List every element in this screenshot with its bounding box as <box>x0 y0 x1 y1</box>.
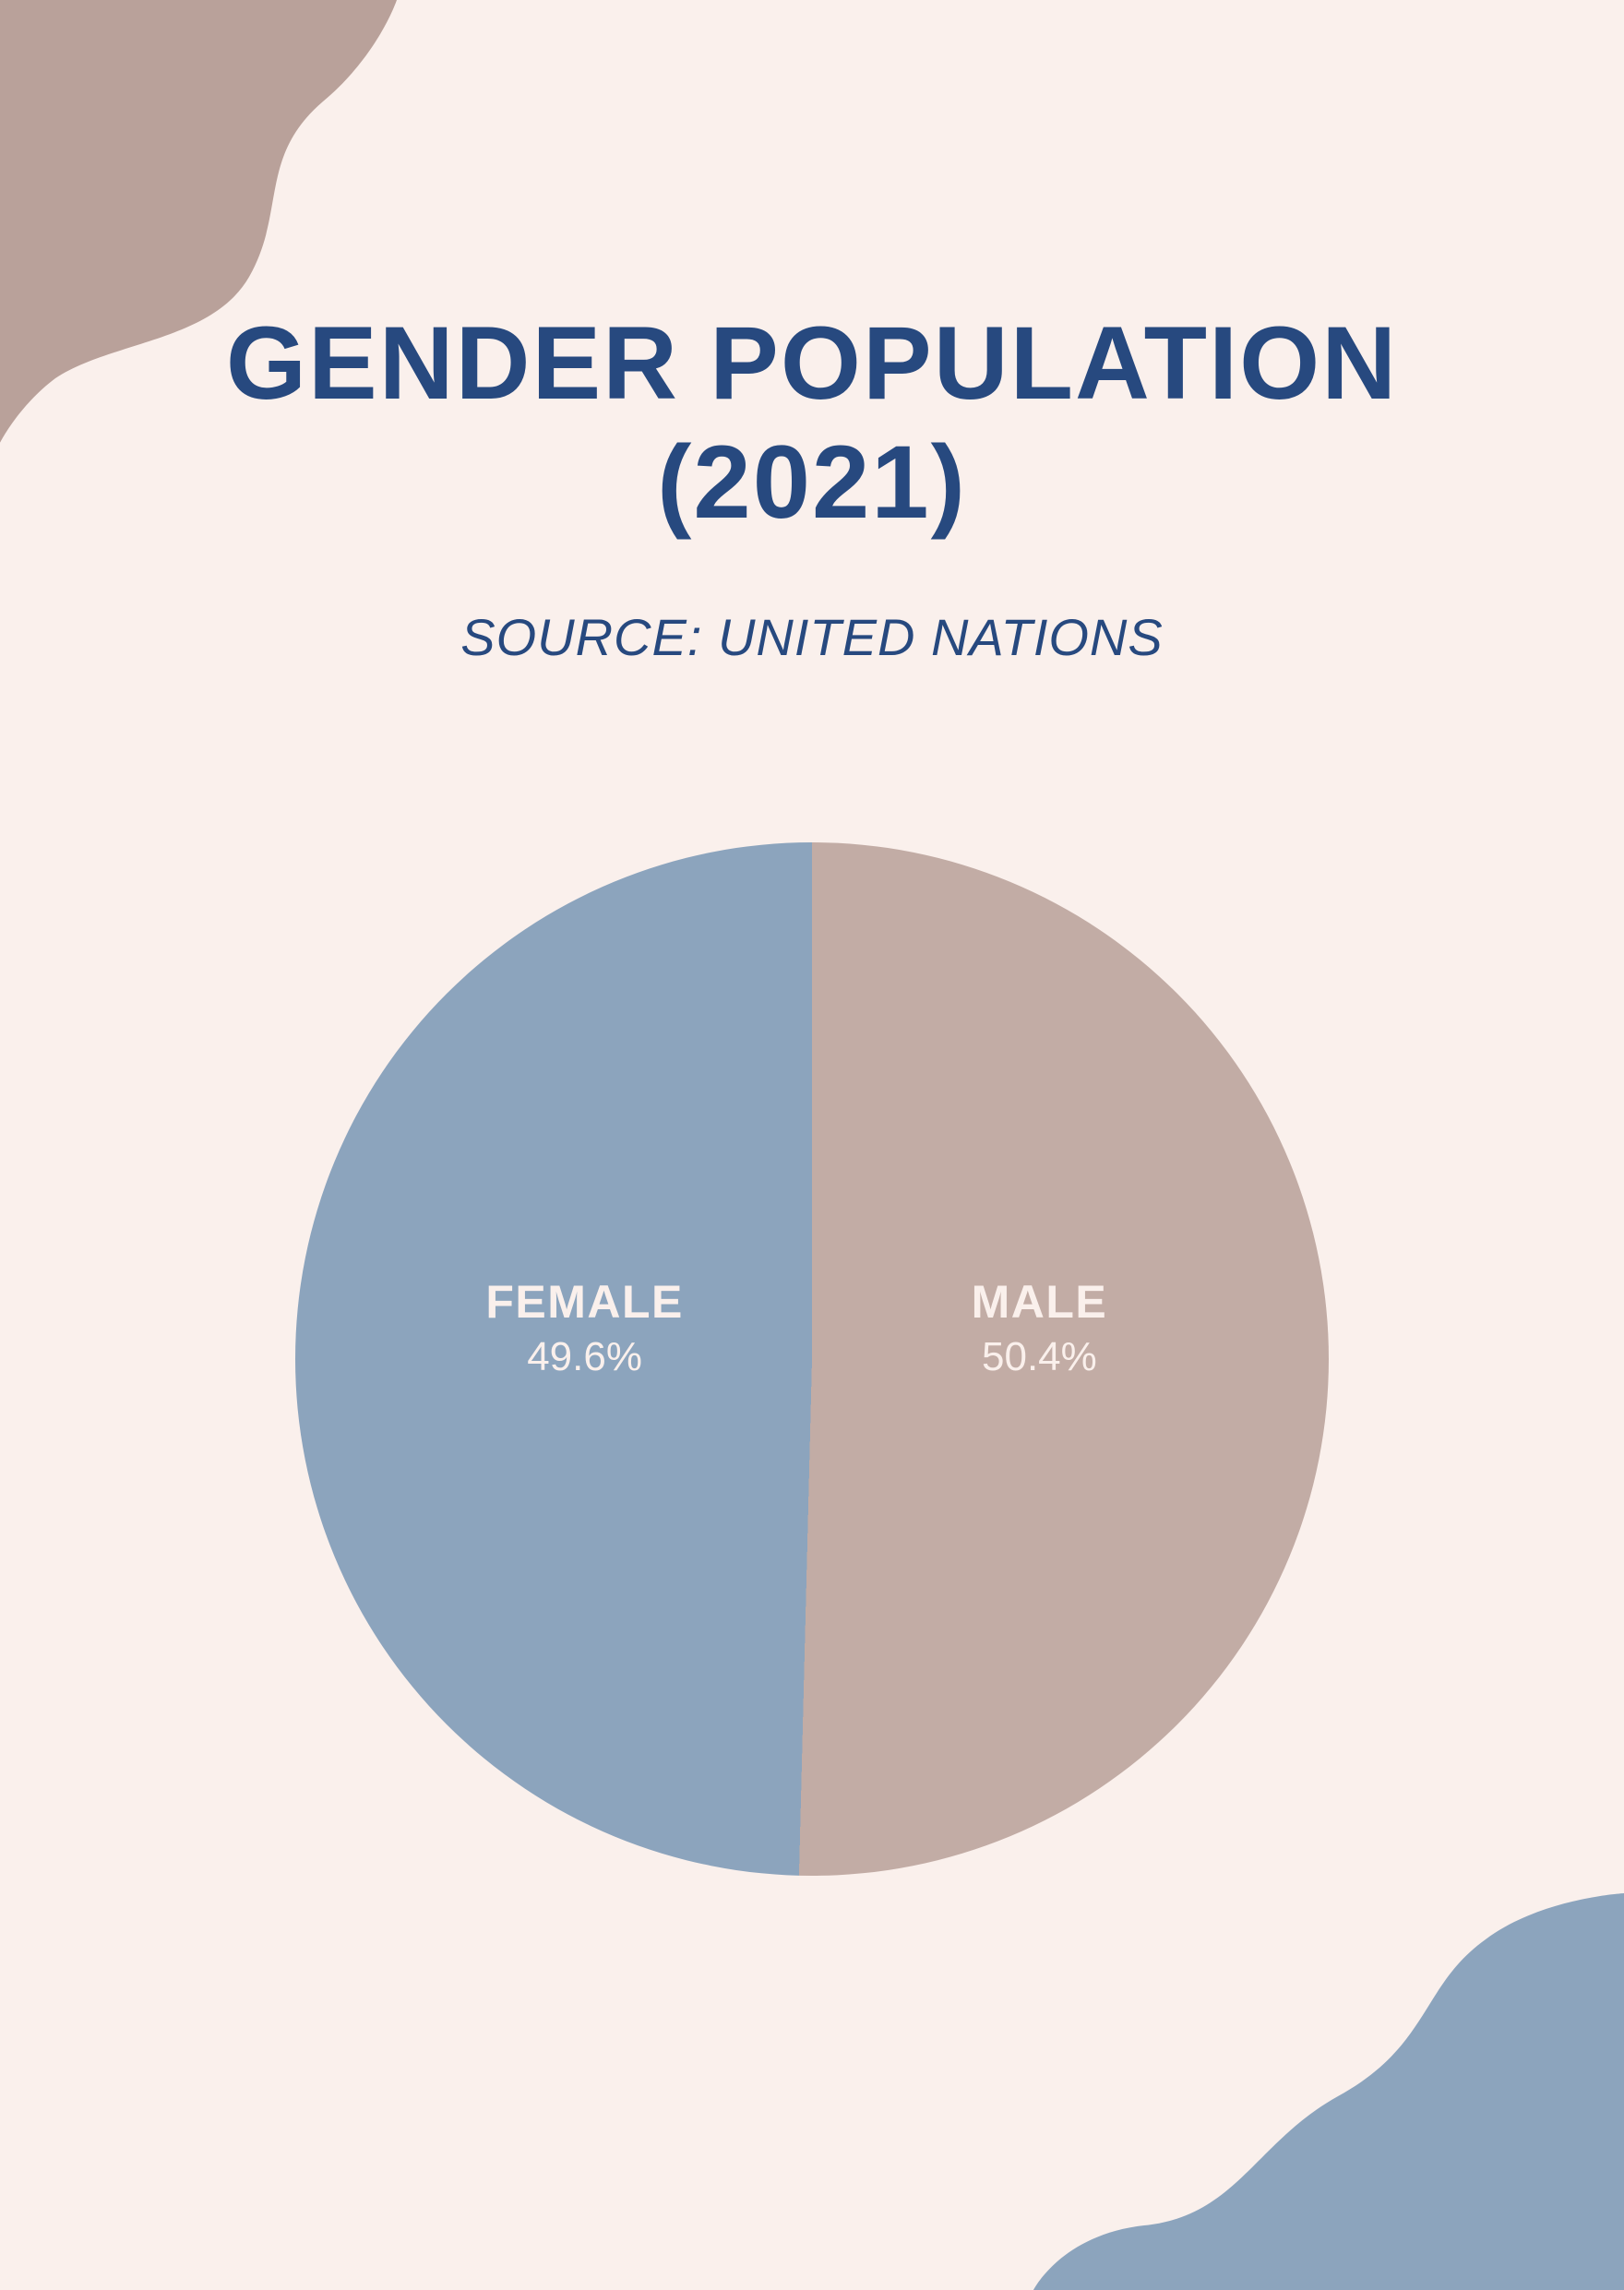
pie-disc <box>295 842 1329 1876</box>
chart-title: GENDER POPULATION (2021) <box>0 304 1624 543</box>
pie-slice-name: FEMALE <box>485 1275 684 1329</box>
title-line-2: (2021) <box>657 424 967 540</box>
decor-blob-bottom <box>1033 1884 1624 2290</box>
pie-slice-value: 50.4% <box>972 1334 1108 1380</box>
pie-slice-label: FEMALE 49.6% <box>485 1275 684 1380</box>
infographic-canvas: GENDER POPULATION (2021) SOURCE: UNITED … <box>0 0 1624 2290</box>
chart-subtitle: SOURCE: UNITED NATIONS <box>0 607 1624 667</box>
content-area: GENDER POPULATION (2021) SOURCE: UNITED … <box>0 0 1624 1876</box>
title-line-1: GENDER POPULATION <box>226 305 1398 421</box>
pie-slice-name: MALE <box>972 1275 1108 1329</box>
pie-chart: FEMALE 49.6% MALE 50.4% <box>295 842 1329 1876</box>
pie-slice-label: MALE 50.4% <box>972 1275 1108 1380</box>
pie-slice-value: 49.6% <box>485 1334 684 1380</box>
